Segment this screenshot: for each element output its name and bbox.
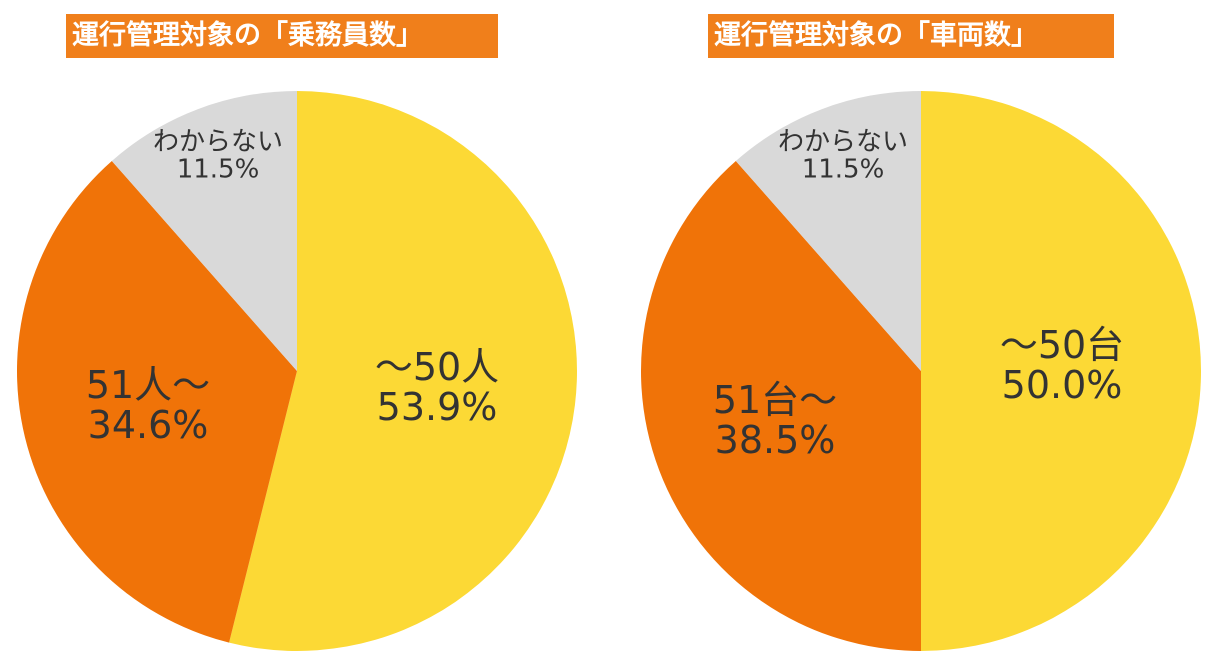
- slice-over-51-crew: [16, 160, 297, 643]
- slice-under-50-vehicles-category-label: ～50台: [1000, 323, 1124, 367]
- slice-over-51-crew-category-label: 51人～: [86, 363, 210, 407]
- chart-title-crew-count: 運行管理対象の「乗務員数」: [66, 14, 498, 58]
- slice-unknown-vehicles: [735, 91, 921, 371]
- slice-unknown-crew: [111, 91, 298, 371]
- slice-under-50-vehicles: [921, 91, 1201, 651]
- chart-title-vehicle-count: 運行管理対象の「車両数」: [708, 14, 1114, 58]
- slice-under-50-crew: [229, 91, 578, 651]
- slice-unknown-vehicles-percent-label: 11.5%: [802, 154, 885, 184]
- slice-unknown-crew-category-label: わからない: [153, 127, 283, 157]
- slice-unknown-vehicles-category-label: わからない: [778, 127, 908, 157]
- slice-unknown-crew-percent-label: 11.5%: [177, 154, 260, 184]
- slice-over-51-crew-percent-label: 34.6%: [88, 403, 209, 447]
- slice-under-50-crew-category-label: ～50人: [375, 345, 499, 389]
- slice-under-50-crew-percent-label: 53.9%: [377, 385, 498, 429]
- slice-over-51-vehicles: [641, 160, 921, 651]
- slice-over-51-vehicles-percent-label: 38.5%: [715, 418, 836, 462]
- slice-under-50-vehicles-percent-label: 50.0%: [1002, 363, 1123, 407]
- slice-over-51-vehicles-category-label: 51台～: [713, 378, 837, 422]
